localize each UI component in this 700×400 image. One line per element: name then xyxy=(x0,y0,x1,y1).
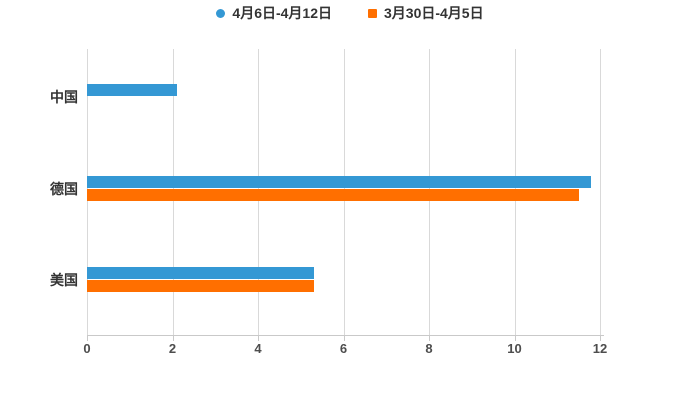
tick-mark xyxy=(514,335,516,341)
legend-item-label: 3月30日-4月5日 xyxy=(384,5,484,21)
gridline xyxy=(600,49,601,335)
x-tick-label: 4 xyxy=(254,341,262,356)
legend-marker-circle-icon xyxy=(216,8,226,18)
bar[interactable] xyxy=(87,280,314,292)
bar[interactable] xyxy=(87,176,592,188)
x-tick-label: 2 xyxy=(168,341,177,356)
tick-mark xyxy=(87,335,88,341)
bar[interactable] xyxy=(87,189,579,201)
bar[interactable] xyxy=(87,267,314,279)
y-axis-label: 美国 xyxy=(50,271,78,288)
tick-mark xyxy=(343,335,345,341)
legend-item[interactable]: 3月30日-4月5日 xyxy=(368,5,484,21)
legend: 4月6日-4月12日 3月30日-4月5日 xyxy=(0,5,700,21)
x-tick-label: 8 xyxy=(425,341,433,356)
x-axis-line xyxy=(87,335,604,336)
x-tick-label: 12 xyxy=(592,341,608,356)
legend-item[interactable]: 4月6日-4月12日 xyxy=(216,5,332,21)
tick-mark xyxy=(172,335,174,341)
legend-item-label: 4月6日-4月12日 xyxy=(232,5,332,21)
x-tick-label: 10 xyxy=(507,341,522,356)
tick-mark xyxy=(258,335,259,341)
x-tick-label: 0 xyxy=(83,341,91,356)
bar[interactable] xyxy=(87,84,177,96)
tick-mark xyxy=(429,335,430,341)
tick-mark xyxy=(600,335,601,341)
x-tick-label: 6 xyxy=(339,341,348,356)
y-axis-label: 德国 xyxy=(50,180,78,197)
y-axis-label: 中国 xyxy=(50,88,78,105)
legend-marker-square-icon xyxy=(368,8,377,18)
